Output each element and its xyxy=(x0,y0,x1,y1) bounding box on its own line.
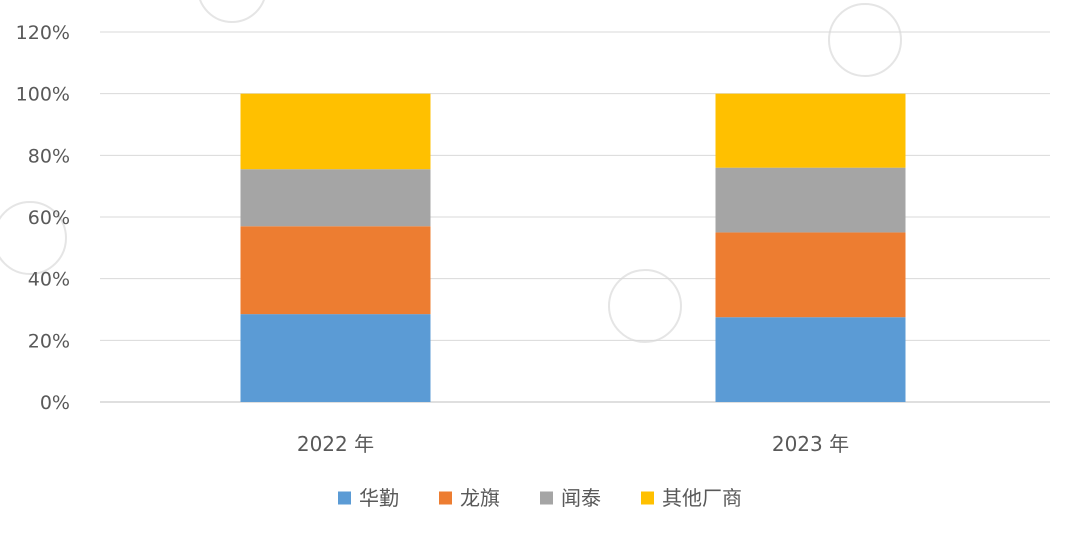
legend-label: 闻泰 xyxy=(561,486,601,510)
legend-label: 其他厂商 xyxy=(662,486,742,510)
bar-segment xyxy=(715,232,906,318)
legend-label: 龙旗 xyxy=(460,486,500,510)
watermark-logo-icon xyxy=(0,201,67,275)
legend-item: 其他厂商 xyxy=(641,486,742,510)
bar-segment xyxy=(240,226,431,315)
bar-segment xyxy=(715,317,906,402)
bar-segment xyxy=(715,93,906,168)
y-tick-label: 120% xyxy=(16,22,70,44)
legend-swatch xyxy=(641,491,654,505)
y-tick-label: 40% xyxy=(28,269,70,291)
y-tick-label: 80% xyxy=(28,145,70,167)
x-category-label: 2023 年 xyxy=(772,432,849,456)
legend-item: 闻泰 xyxy=(540,486,601,510)
legend-swatch xyxy=(540,491,553,505)
bar-segment xyxy=(715,167,906,233)
bar-segment xyxy=(240,169,431,227)
legend-swatch xyxy=(338,491,351,505)
y-tick-label: 20% xyxy=(28,330,70,352)
y-tick-label: 60% xyxy=(28,207,70,229)
legend-swatch xyxy=(439,491,452,505)
legend-label: 华勤 xyxy=(359,486,399,510)
x-category-label: 2022 年 xyxy=(297,432,374,456)
watermark-logo-icon xyxy=(608,269,682,343)
legend-item: 龙旗 xyxy=(439,486,500,510)
bar-segment xyxy=(240,314,431,402)
watermark-layer xyxy=(0,0,902,343)
watermark-logo-icon xyxy=(199,0,265,23)
bar-segment xyxy=(240,93,431,170)
legend-item: 华勤 xyxy=(338,486,399,510)
y-tick-label: 0% xyxy=(40,392,70,414)
bars-layer xyxy=(240,93,906,402)
legend: 华勤 龙旗 闻泰 其他厂商 xyxy=(338,486,742,510)
y-tick-label: 100% xyxy=(16,84,70,106)
watermark-logo-icon xyxy=(828,3,902,77)
y-axis-tick-labels: 0% 20% 40% 60% 80% 100% 120% xyxy=(16,22,70,414)
x-axis-category-labels: 2022 年 2023 年 xyxy=(297,432,849,456)
